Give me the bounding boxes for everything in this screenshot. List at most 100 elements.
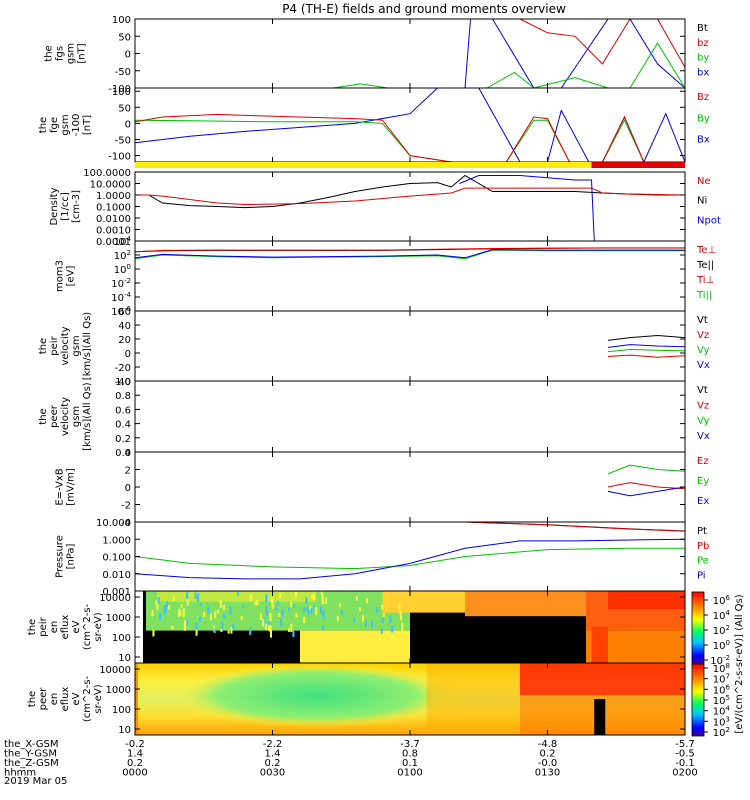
ephemeris-value-1-0: 1.4 — [127, 749, 143, 760]
peer_eflux-ytick-label-1: 1000 — [106, 685, 131, 696]
peir-speck-17 — [219, 600, 222, 608]
peir_velocity-line-Vy — [607, 348, 685, 353]
peir-speck-104 — [262, 618, 265, 627]
peir-speck-75 — [381, 604, 384, 610]
peir_velocity-ytick-label-3: 0 — [125, 349, 131, 360]
peir-speck-47 — [281, 608, 284, 617]
peir-speck-51 — [399, 611, 402, 615]
ephemeris-value-1-3: 0.2 — [540, 749, 556, 760]
temperature-frame — [134, 240, 686, 312]
peir-speck-69 — [400, 615, 403, 621]
efield-line-Ex — [607, 486, 685, 497]
peir-speck-96 — [271, 600, 274, 609]
peer_velocity-frame — [134, 380, 686, 453]
peir-speck-12 — [307, 606, 310, 615]
temperature-ytick-label-1: 102 — [114, 249, 131, 262]
fge-line-Bz — [135, 113, 685, 162]
peir-speck-36 — [336, 616, 339, 621]
ephemeris-value-0-4: -5.7 — [675, 739, 695, 750]
peir-speck-21 — [207, 606, 210, 614]
peir-speck-20 — [294, 591, 297, 597]
ephemeris-name-1: the_Y-GSM — [4, 749, 57, 760]
peer_velocity-legend-2: Vy — [697, 416, 710, 427]
efield-ylabel-0: E=-VxB — [55, 468, 66, 505]
ephemeris-value-2-4: -0.1 — [675, 758, 695, 769]
peir_eflux-ylabel-4: eV — [71, 620, 82, 633]
peir-speck-62 — [340, 610, 343, 615]
efield-legend-0: Ez — [697, 456, 709, 467]
pressure-legend-2: Pe — [697, 556, 709, 567]
peir_velocity-legend-1: Vz — [697, 330, 709, 341]
peir-band-6 — [608, 591, 685, 609]
peir-speck-98 — [179, 610, 182, 617]
fge-legend-0: Bz — [697, 92, 709, 103]
peir-speck-27 — [322, 625, 325, 630]
colorbar-lower — [691, 663, 705, 737]
peir-speck-89 — [154, 600, 157, 605]
peir_eflux-ylabel-3: eflux — [60, 615, 71, 640]
peir-speck-19 — [391, 625, 394, 633]
efield-ytick-label-4: -4 — [121, 518, 131, 529]
peir-speck-61 — [290, 602, 293, 608]
peir-speck-80 — [303, 617, 306, 624]
mode-segment-0 — [135, 162, 592, 168]
density-ytick-label-1: 10.0000 — [90, 180, 131, 191]
peir-speck-99 — [353, 618, 356, 623]
peir-speck-43 — [280, 618, 283, 627]
peir-speck-58 — [269, 612, 272, 622]
peir-speck-39 — [265, 605, 268, 613]
peir-speck-63 — [380, 628, 383, 634]
peir-speck-3 — [321, 594, 324, 601]
peir-speck-101 — [254, 602, 257, 606]
fge-ylabel-0: the — [38, 117, 49, 133]
peir-speck-50 — [203, 611, 206, 617]
panel-peer_velocity: 1.0 0.8 0.6 0.4 0.2 0.0 the peer velocity gsm [km/… — [38, 377, 710, 459]
peer_eflux-ylabel-4: eV — [71, 692, 82, 705]
pressure-ylabel-1: [nPa] — [66, 543, 77, 569]
panel-fgs: 100 50 0 -50 -100 the fgs gsm [nT] Bt bz by bx — [44, 15, 710, 95]
ephemeris-name-2: the_Z-GSM — [4, 758, 59, 769]
ephemeris-value-1-4: -0.5 — [675, 749, 695, 760]
efield-ytick-label-0: 4 — [125, 448, 131, 459]
peer_velocity-legend-3: Vx — [697, 431, 710, 442]
temperature-legend-0: Te⊥ — [696, 245, 716, 256]
peir-speck-23 — [302, 608, 305, 613]
fgs-line-bx — [135, 19, 685, 88]
fgs-ylabel-1: fgs — [55, 46, 66, 61]
peir-speck-92 — [172, 596, 175, 601]
peir_eflux-ylabel-6: sr-eV) — [93, 612, 104, 641]
peir-speck-4 — [325, 597, 328, 604]
ephemeris-value-3-3: 0130 — [535, 768, 560, 779]
fge-ytick-label-3: -50 — [115, 135, 131, 146]
fgs-legend-1: bz — [697, 38, 709, 49]
temperature-ytick-label-2: 100 — [114, 263, 131, 276]
peir-speck-57 — [236, 592, 239, 596]
temperature-ylabel-0: mom3 — [55, 260, 66, 292]
peir-speck-108 — [195, 622, 198, 629]
cbar-upper-label-0: 106 — [713, 594, 731, 607]
efield-ylabel-1: [mV/m] — [66, 468, 77, 506]
peir-speck-116 — [227, 630, 230, 634]
peir_velocity-line-Vz — [607, 354, 685, 358]
ephemeris-value-2-0: 0.2 — [127, 758, 143, 769]
density-ytick-label-2: 1.0000 — [96, 191, 131, 202]
peir_velocity-ytick-label-5: -40 — [115, 377, 131, 388]
peir_velocity-series — [607, 334, 685, 358]
peir_velocity-line-Vt — [607, 334, 685, 341]
temperature-ytick-label-4: 10-4 — [111, 291, 131, 304]
temperature-series — [135, 247, 685, 260]
peir-speck-54 — [366, 598, 369, 604]
fgs-legend-2: by — [697, 53, 709, 64]
efield-legend-2: Ex — [697, 496, 709, 507]
peir_velocity-ytick-label-4: -20 — [115, 363, 131, 374]
panel-efield: 4 2 0 -2 -4 E=-VxB [mV/m] Ez Ey Ex — [55, 448, 710, 529]
peir_velocity-ytick-label-1: 40 — [118, 321, 131, 332]
peir-speck-53 — [230, 626, 233, 634]
peer_velocity-ylabel-3: gsm — [71, 406, 82, 427]
date-label: 2019 Mar 05 — [4, 776, 67, 787]
pressure-ytick-label-2: 0.100 — [102, 553, 131, 564]
efield-frame — [134, 451, 686, 523]
peer-transition — [426, 663, 520, 735]
